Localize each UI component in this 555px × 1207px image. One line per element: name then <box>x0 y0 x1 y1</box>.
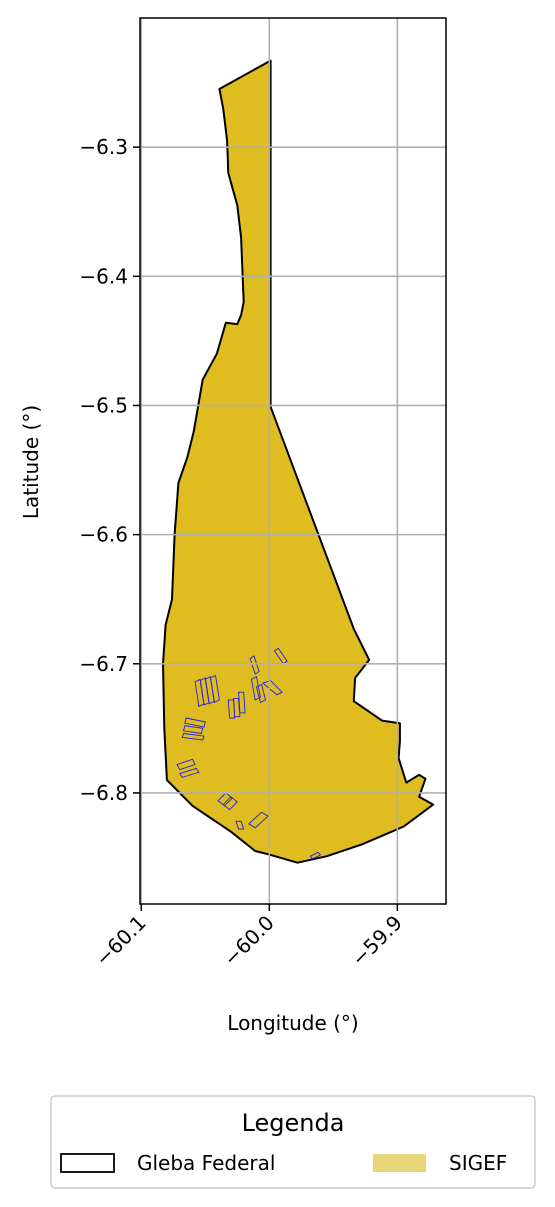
sigef-parcel <box>255 683 267 704</box>
x-axis-ticks: −60.1 −60.0 −59.9 <box>91 904 407 971</box>
sigef-parcel <box>273 647 288 665</box>
sigef-parcel <box>233 698 241 718</box>
y-axis-ticks: −6.3 −6.4 −6.5 −6.6 −6.7 −6.8 <box>79 135 140 805</box>
sigef-parcel <box>178 767 200 778</box>
sigef-parcel <box>176 758 196 771</box>
y-tick-label: −6.8 <box>79 781 128 805</box>
legend-label-sigef: SIGEF <box>449 1151 507 1175</box>
sigef-parcel <box>238 691 246 714</box>
sigef-layer <box>176 647 322 860</box>
legend-swatch-sigef <box>373 1154 426 1172</box>
legend-swatch-gleba-federal <box>60 1153 115 1173</box>
x-tick-label: −60.1 <box>91 911 151 971</box>
sigef-parcel <box>209 674 220 704</box>
sigef-parcel <box>222 796 238 811</box>
sigef-parcel <box>248 811 269 829</box>
y-tick-label: −6.7 <box>79 652 128 676</box>
sigef-parcel <box>235 820 245 830</box>
sigef-parcel <box>261 680 283 696</box>
sigef-parcel <box>227 699 236 719</box>
grid-layer <box>140 18 446 904</box>
plot-frame <box>139 17 447 905</box>
y-axis-title: Latitude (°) <box>19 405 43 519</box>
sigef-parcel <box>249 655 260 675</box>
sigef-parcel <box>184 717 206 728</box>
legend-title: Legenda <box>242 1109 345 1137</box>
sigef-parcel <box>181 733 205 741</box>
y-tick-label: −6.3 <box>79 135 128 159</box>
legend-label-gleba-federal: Gleba Federal <box>137 1151 275 1175</box>
sigef-parcel <box>182 725 204 735</box>
x-axis-title: Longitude (°) <box>227 1011 358 1035</box>
y-tick-label: −6.5 <box>79 393 128 417</box>
x-tick-label: −60.0 <box>219 911 279 971</box>
sigef-parcel <box>309 851 322 860</box>
y-tick-label: −6.4 <box>79 264 128 288</box>
y-tick-label: −6.6 <box>79 523 128 547</box>
sigef-parcel <box>250 676 261 701</box>
legend: Legenda Gleba Federal SIGEF <box>50 1095 536 1189</box>
x-tick-label: −59.9 <box>347 911 407 971</box>
